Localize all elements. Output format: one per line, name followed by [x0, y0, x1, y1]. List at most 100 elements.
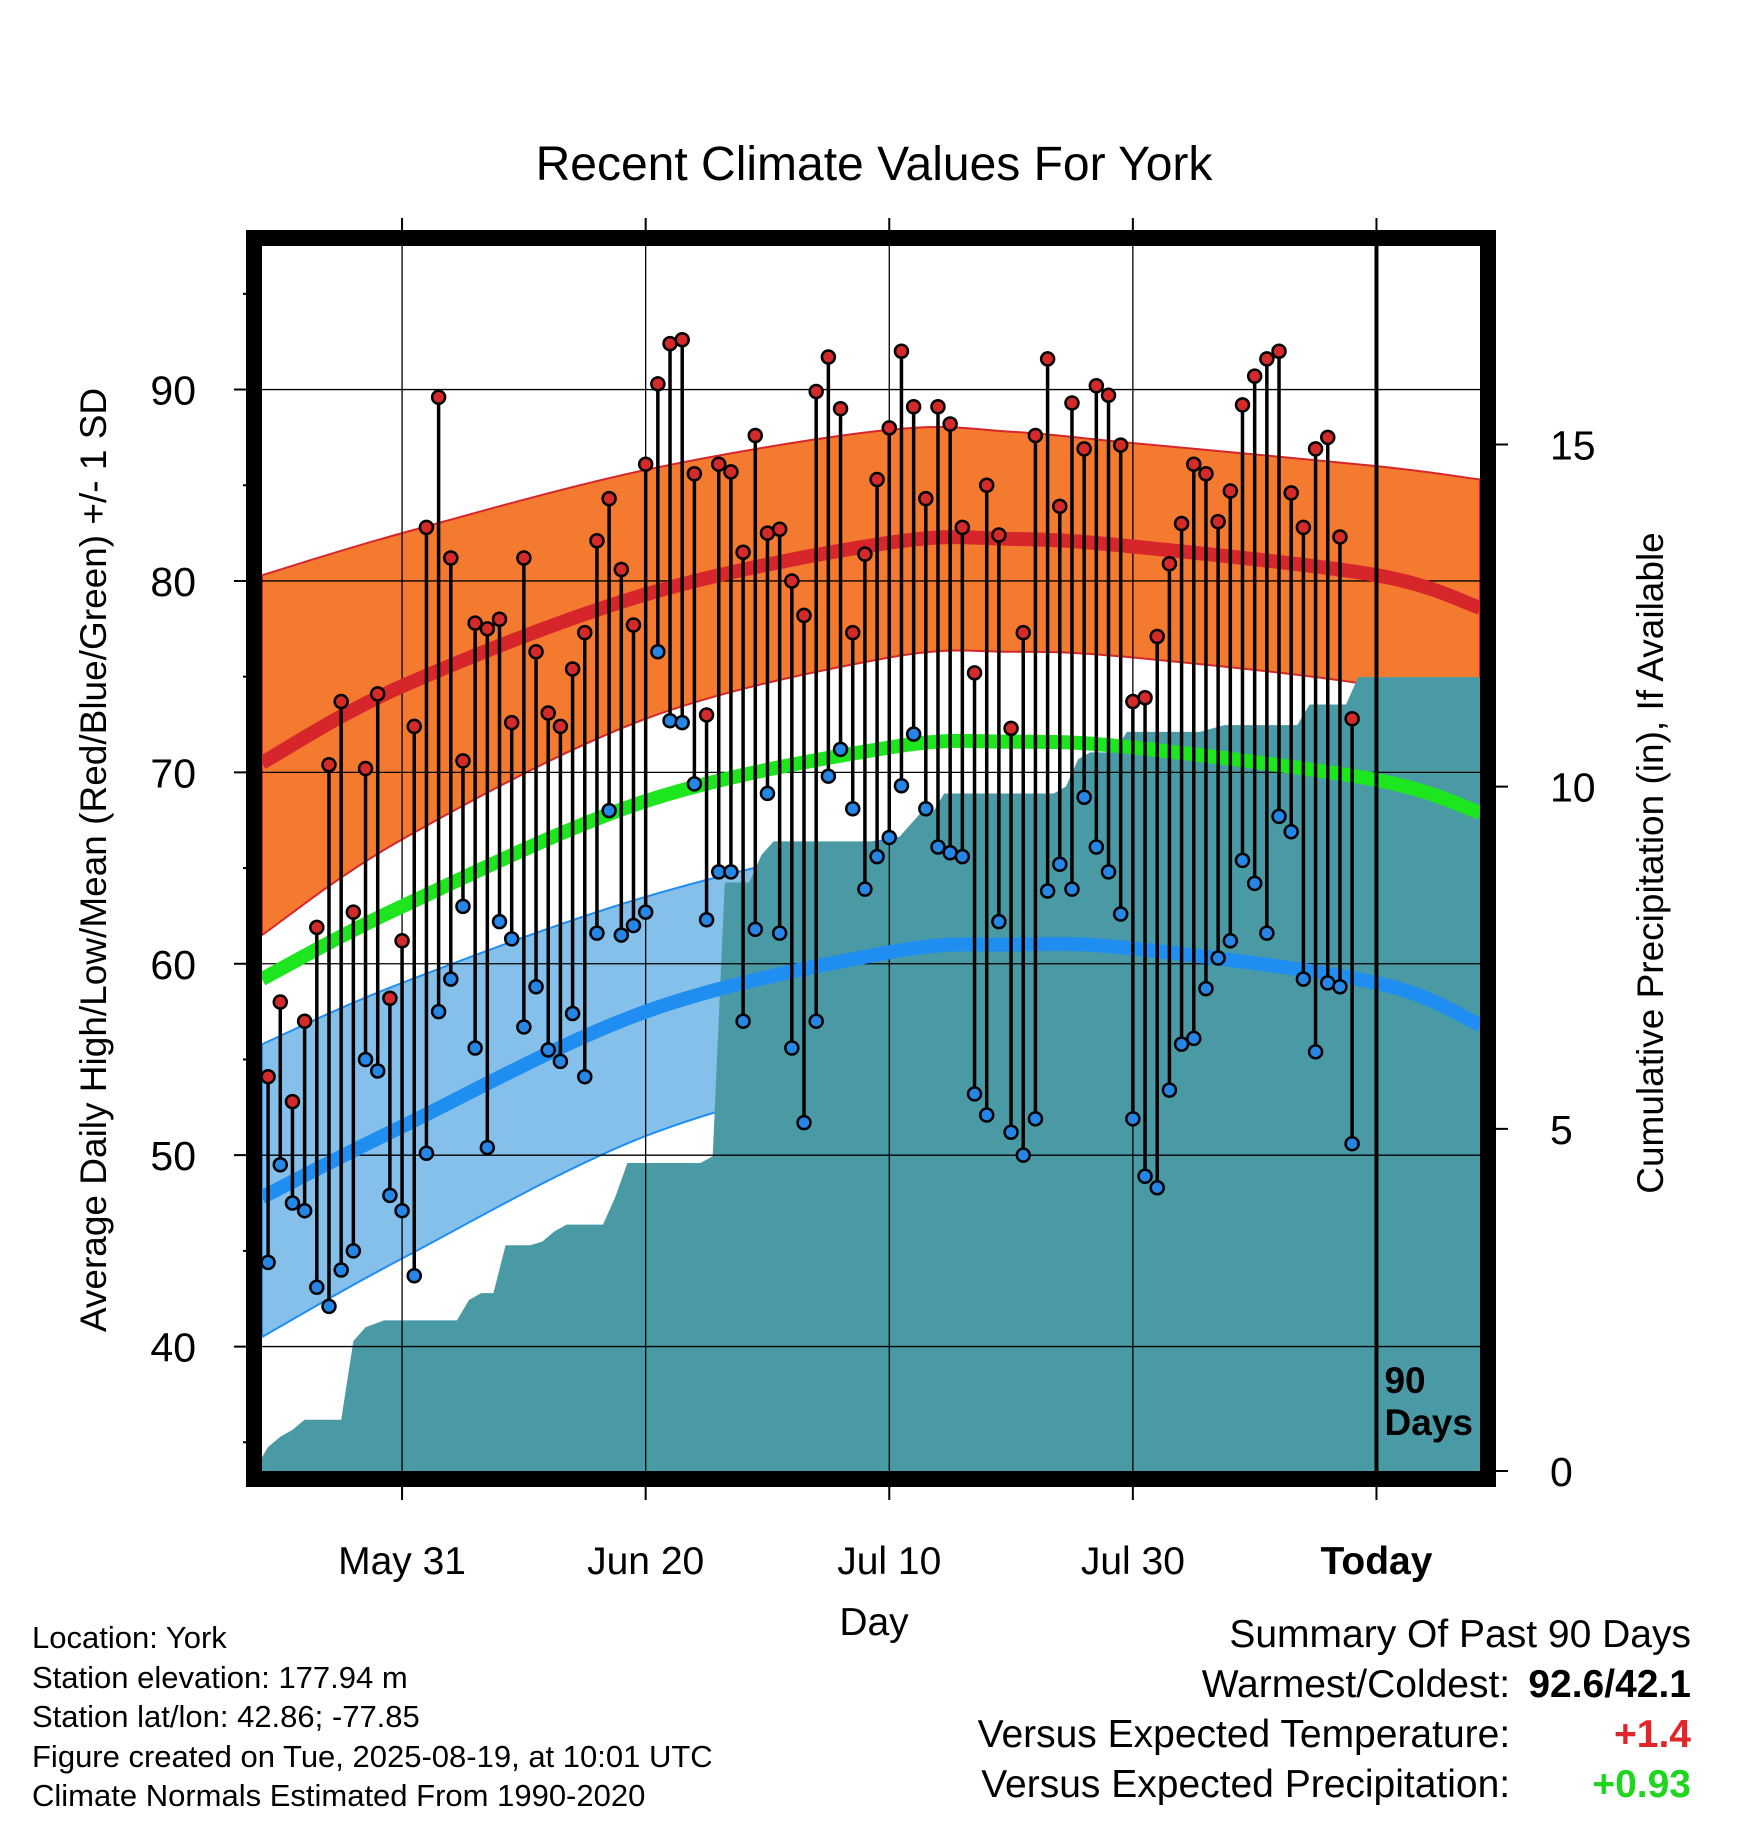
daily-high-point: [309, 919, 325, 936]
daily-high-point: [1198, 466, 1214, 482]
daily-high-point: [296, 1013, 313, 1029]
daily-low-point: [467, 1040, 483, 1056]
x-tick-label: May 31: [338, 1540, 466, 1583]
summary-panel: Summary Of Past 90 Days Warmest/Coldest:…: [978, 1610, 1691, 1810]
daily-low-point: [345, 1243, 362, 1259]
daily-high-point: [966, 665, 983, 681]
daily-low-point: [1100, 864, 1117, 880]
y-tick-label: 80: [150, 559, 196, 605]
daily-low-point: [686, 776, 703, 792]
location-text: Location: York: [32, 1620, 227, 1655]
daily-low-point: [954, 848, 971, 865]
daily-low-point: [723, 864, 739, 880]
daily-high-point: [1161, 555, 1178, 572]
days-window-label: 90 Days: [1384, 1360, 1472, 1443]
daily-low-point: [625, 917, 642, 934]
daily-high-point: [905, 399, 922, 415]
daily-high-point: [1283, 485, 1299, 501]
daily-high-point: [613, 561, 630, 578]
daily-low-point: [1210, 950, 1226, 966]
daily-low-point: [503, 931, 520, 947]
daily-high-point: [723, 464, 739, 480]
daily-high-point: [942, 416, 958, 432]
daily-low-point: [650, 644, 666, 660]
daily-low-point: [540, 1042, 556, 1058]
daily-high-point: [430, 389, 447, 405]
x-tick-label: Jul 30: [1081, 1540, 1185, 1583]
days-window-label-line: 90: [1384, 1360, 1425, 1401]
daily-low-point: [601, 802, 617, 819]
y2-tick-label: 0: [1550, 1449, 1573, 1495]
daily-high-point: [272, 994, 289, 1010]
cumulative-precip-area: [262, 677, 1480, 1471]
daily-high-point: [333, 693, 349, 710]
daily-high-point: [808, 383, 824, 400]
daily-low-point: [296, 1202, 313, 1219]
daily-low-point: [260, 1254, 276, 1271]
daily-low-point: [881, 829, 898, 846]
daily-low-point: [784, 1040, 800, 1056]
daily-high-point: [820, 349, 837, 365]
elevation-text: Station elevation: 177.94 m: [32, 1659, 408, 1695]
daily-low-point: [309, 1279, 325, 1295]
daily-high-point: [1112, 437, 1129, 453]
daily-high-point: [1137, 689, 1153, 706]
daily-low-point: [1027, 1111, 1044, 1127]
daily-low-point: [1125, 1111, 1141, 1127]
daily-high-point: [893, 343, 910, 360]
daily-low-point: [589, 925, 605, 941]
daily-low-point: [1039, 883, 1056, 899]
daily-low-point: [1332, 978, 1348, 995]
daily-low-point: [1283, 823, 1299, 840]
daily-low-point: [747, 921, 764, 938]
daily-low-point: [552, 1053, 569, 1070]
daily-low-point: [918, 800, 934, 817]
daily-high-point: [1210, 513, 1226, 530]
daily-high-point: [1100, 387, 1117, 404]
daily-high-point: [1271, 343, 1287, 360]
x-tick-label: Jul 10: [837, 1540, 941, 1583]
daily-high-point: [1076, 441, 1092, 457]
daily-markers: [260, 332, 1360, 1315]
daily-high-point: [382, 990, 398, 1006]
daily-low-point: [369, 1063, 386, 1079]
daily-low-point: [479, 1139, 496, 1156]
daily-high-point: [528, 644, 544, 660]
daily-low-point: [1295, 971, 1312, 987]
y-tick-label: 90: [150, 368, 196, 414]
daily-low-point: [759, 785, 776, 802]
daily-low-point: [869, 848, 885, 865]
daily-high-point: [991, 527, 1007, 543]
daily-high-point: [491, 611, 508, 627]
precip-departure-value: +0.93: [1592, 1763, 1691, 1806]
daily-low-point: [382, 1187, 398, 1204]
y-tick-label: 60: [150, 942, 196, 988]
y-tick-label: 70: [150, 750, 196, 796]
daily-low-point: [1222, 933, 1239, 949]
daily-high-point: [601, 490, 617, 507]
created-text: Figure created on Tue, 2025-08-19, at 10…: [32, 1738, 713, 1774]
daily-low-point: [1137, 1168, 1153, 1184]
daily-low-point: [1344, 1135, 1360, 1152]
warmest-coldest-row: Warmest/Coldest: 92.6/42.1: [978, 1660, 1691, 1710]
daily-high-point: [552, 718, 569, 735]
daily-low-point: [1259, 925, 1275, 941]
daily-high-point: [686, 466, 703, 482]
daily-high-point: [1259, 351, 1275, 367]
y-axis-label: Average Daily High/Low/Mean (Red/Blue/Gr…: [73, 388, 114, 1332]
x-axis-label: Day: [839, 1601, 909, 1644]
daily-low-point: [321, 1298, 337, 1315]
daily-low-point: [820, 768, 837, 784]
daily-low-point: [430, 1003, 447, 1020]
daily-low-point: [564, 1005, 581, 1022]
daily-low-point: [1234, 852, 1251, 869]
daily-high-point: [1039, 351, 1056, 367]
daily-high-point: [455, 753, 471, 769]
daily-low-point: [978, 1107, 995, 1123]
daily-high-point: [503, 714, 520, 731]
precip-departure-row: Versus Expected Precipitation: +0.93: [978, 1760, 1691, 1810]
daily-high-point: [1234, 397, 1251, 413]
daily-low-point: [272, 1157, 289, 1173]
daily-high-point: [1332, 529, 1348, 545]
